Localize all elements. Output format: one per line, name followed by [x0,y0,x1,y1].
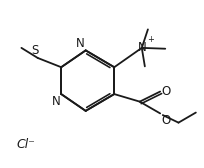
Text: N: N [76,37,85,50]
Text: O: O [162,85,171,98]
Text: O: O [161,114,170,127]
Text: N: N [51,95,60,108]
Text: S: S [31,44,39,57]
Text: Cl⁻: Cl⁻ [16,138,35,151]
Text: +: + [147,35,154,44]
Text: N: N [137,41,146,54]
